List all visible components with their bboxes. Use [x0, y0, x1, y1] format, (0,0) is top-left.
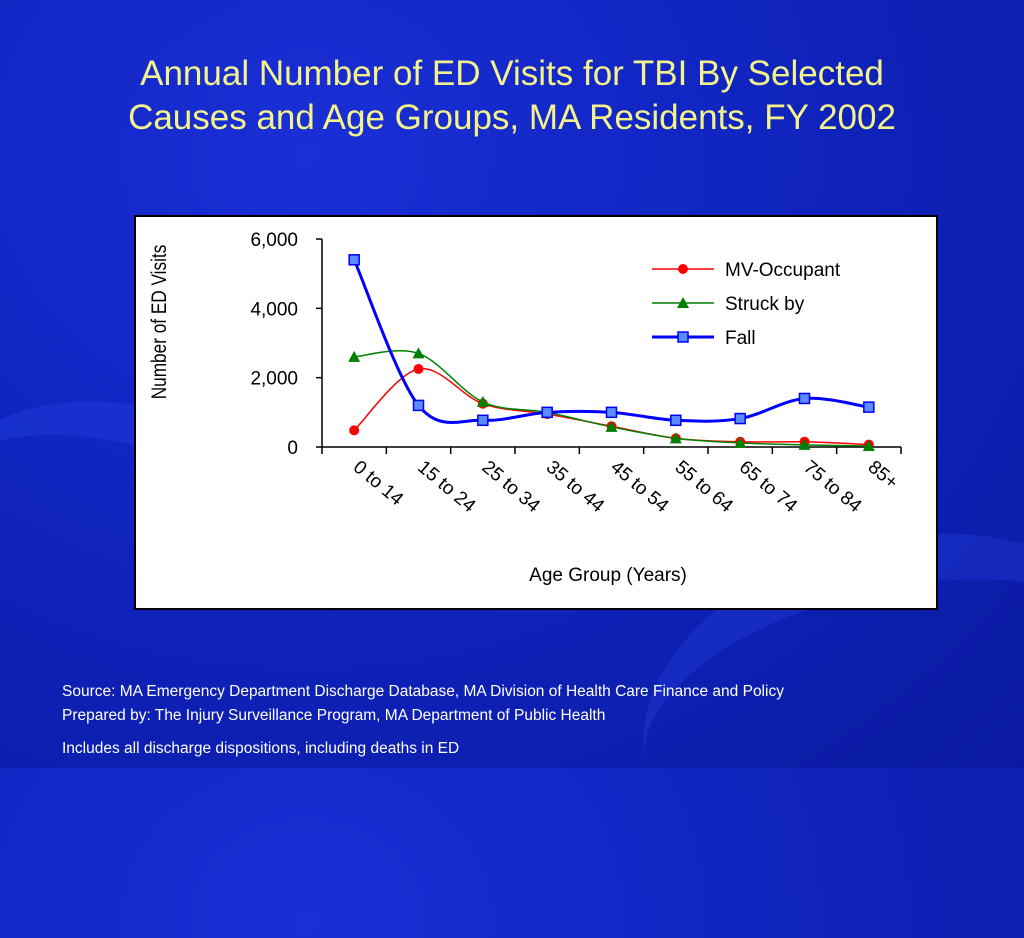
legend-label-struck-by: Struck by: [725, 294, 805, 315]
data-point-struck-by: [862, 439, 875, 451]
legend-label-mv-occupant: MV-Occupant: [725, 260, 841, 281]
data-point-fall: [605, 406, 618, 419]
x-tick-label: 75 to 84: [799, 457, 865, 518]
x-tick-label: 85+: [864, 457, 902, 494]
series-line-fall: [352, 259, 870, 424]
y-tick-label: 0: [287, 438, 298, 459]
data-point-mv-occupant: [413, 364, 424, 374]
y-tick-label: 2,000: [250, 369, 298, 390]
data-point-struck-by: [412, 347, 425, 359]
x-tick-label: 55 to 64: [671, 457, 737, 518]
series-line-mv-occupant: [353, 367, 869, 446]
slide-title: Annual Number of ED Visits for TBI By Se…: [40, 52, 984, 140]
title-line-1: Annual Number of ED Visits for TBI By Se…: [140, 54, 884, 93]
data-point-struck-by: [798, 438, 811, 450]
chart-panel: 0 2,000 4,000 6,000 0 to 14 15 to 24 25 to 34 3…: [134, 215, 938, 610]
legend-marker-mv-occupant: [678, 264, 688, 274]
legend-marker-fall: [677, 331, 689, 343]
data-point-fall: [670, 414, 682, 427]
x-tick-label: 25 to 34: [478, 457, 544, 518]
y-axis-title: Number of ED Visits: [149, 245, 172, 400]
data-point-struck-by: [348, 350, 361, 362]
data-point-mv-occupant: [349, 425, 360, 436]
disposition-note: Includes all discharge dispositions, inc…: [62, 740, 460, 757]
data-point-fall: [863, 401, 875, 413]
source-note: Source: MA Emergency Department Discharg…: [62, 683, 784, 700]
x-tick-label: 0 to 14: [349, 457, 407, 511]
data-point-struck-by: [669, 432, 682, 444]
x-tick-label: 45 to 54: [606, 457, 672, 518]
data-point-fall: [734, 412, 746, 425]
prepared-by-note: Prepared by: The Injury Surveillance Pro…: [62, 707, 606, 724]
data-point-fall: [798, 392, 811, 405]
legend-label-fall: Fall: [725, 328, 756, 349]
data-point-fall: [348, 254, 360, 266]
data-point-fall: [541, 406, 553, 419]
title-line-2: Causes and Age Groups, MA Residents, FY …: [128, 98, 896, 137]
y-tick-label: 4,000: [250, 299, 298, 320]
data-point-fall: [477, 414, 489, 427]
x-axis-title: Age Group (Years): [529, 565, 687, 586]
data-point-fall: [412, 399, 425, 412]
x-tick-label: 35 to 44: [542, 457, 608, 518]
data-point-struck-by: [734, 436, 747, 448]
x-tick-label: 15 to 24: [413, 457, 479, 518]
legend-marker-struck-by: [677, 297, 689, 308]
y-tick-label: 6,000: [250, 230, 298, 251]
data-point-struck-by: [605, 420, 618, 432]
data-point-struck-by: [476, 395, 489, 407]
x-tick-label: 65 to 74: [735, 457, 801, 518]
